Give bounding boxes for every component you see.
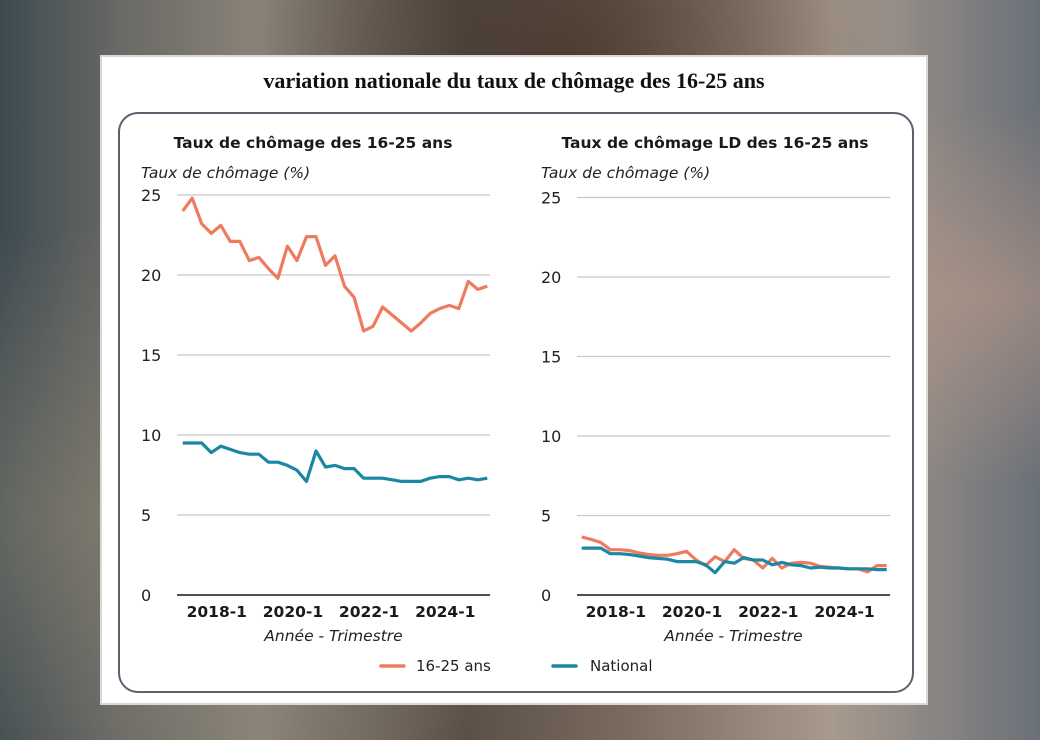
y-tick-label: 25	[141, 186, 161, 205]
y-tick-label: 5	[141, 506, 151, 525]
y-tick-label: 0	[141, 586, 151, 605]
chart-title: Taux de chômage des 16-25 ans	[174, 134, 453, 152]
y-tick-label: 0	[541, 586, 551, 605]
series-line-national	[581, 546, 887, 575]
x-tick-label: 2024-1	[415, 603, 475, 621]
x-tick-label: 2020-1	[662, 603, 722, 621]
chart-panel	[100, 55, 928, 705]
y-tick-label: 10	[541, 427, 561, 446]
y-tick-label: 5	[541, 507, 551, 526]
y-tick-label: 20	[141, 266, 161, 285]
legend-label: National	[590, 657, 653, 675]
y-tick-label: 15	[141, 346, 161, 365]
page-title: variation nationale du taux de chômage d…	[263, 68, 765, 93]
y-tick-label: 10	[141, 426, 161, 445]
chart-frame	[118, 112, 914, 693]
x-tick-label: 2018-1	[586, 603, 646, 621]
legend-label: 16-25 ans	[416, 657, 491, 675]
x-tick-label: 2022-1	[738, 603, 798, 621]
chart-title: Taux de chômage LD des 16-25 ans	[561, 134, 868, 152]
y-tick-label: 25	[541, 189, 561, 208]
x-tick-label: 2018-1	[187, 603, 247, 621]
y-axis-label: Taux de chômage (%)	[541, 164, 710, 182]
x-tick-label: 2020-1	[263, 603, 323, 621]
x-tick-label: 2024-1	[814, 603, 874, 621]
series-line-national	[182, 441, 488, 483]
y-tick-label: 15	[541, 348, 561, 367]
series-line-youth	[181, 196, 488, 333]
x-axis-label: Année - Trimestre	[263, 627, 402, 645]
x-tick-label: 2022-1	[339, 603, 399, 621]
y-tick-label: 20	[541, 268, 561, 287]
x-axis-label: Année - Trimestre	[663, 627, 802, 645]
y-axis-label: Taux de chômage (%)	[141, 164, 310, 182]
